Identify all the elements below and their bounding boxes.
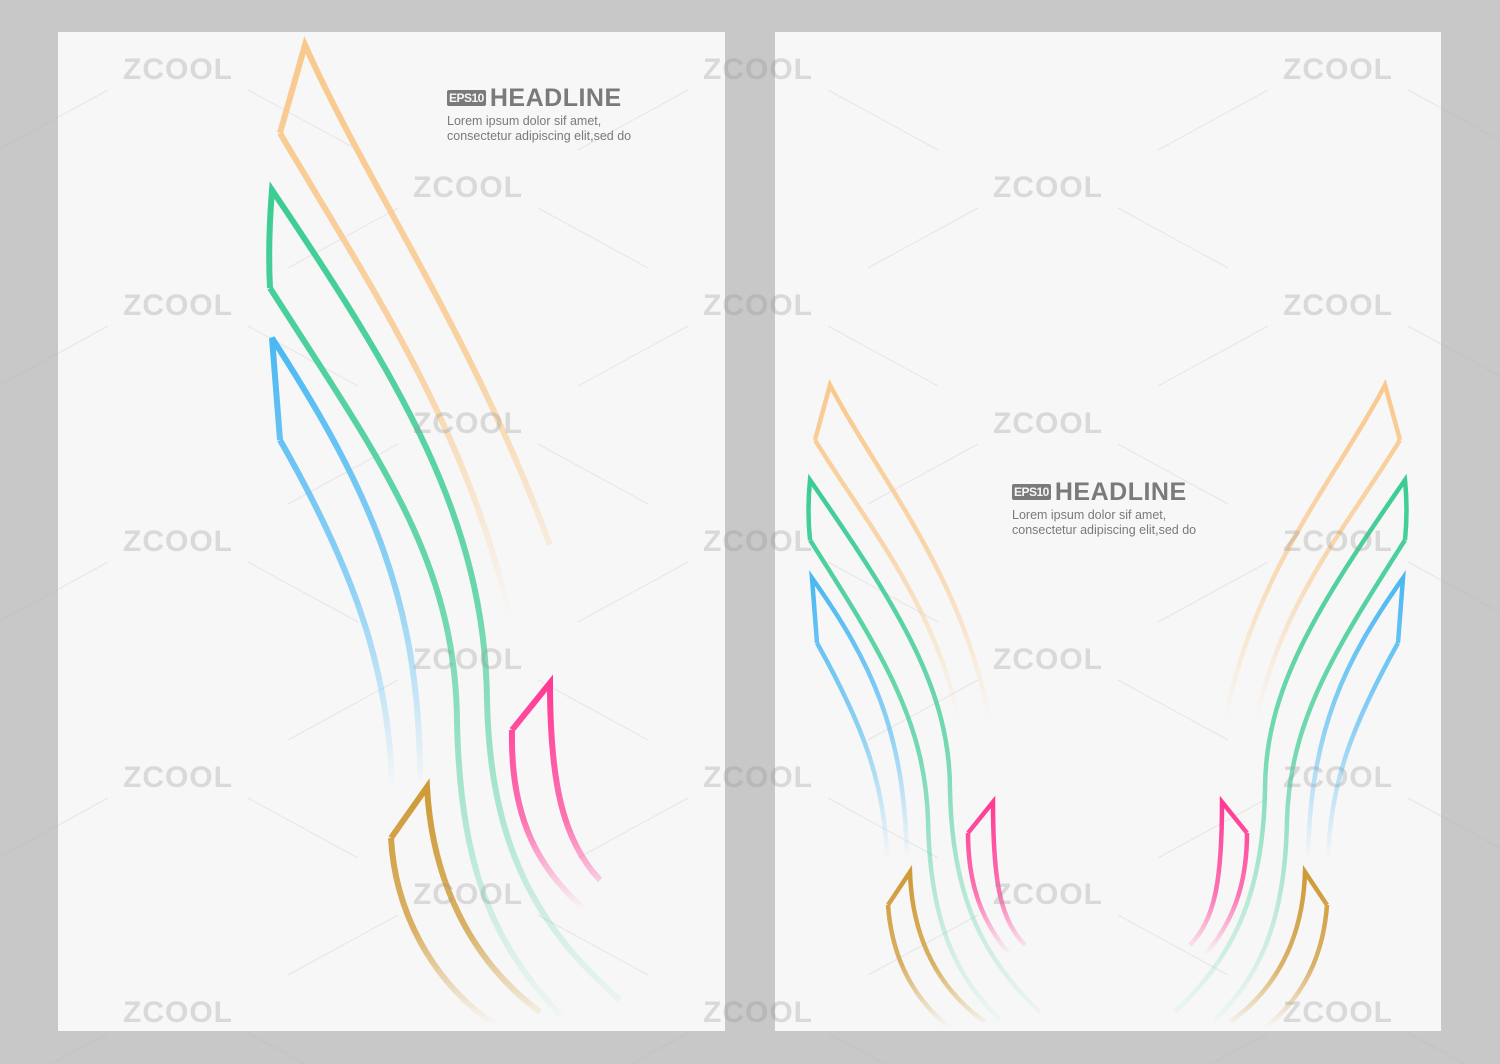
zcool-watermark: ZCOOL [1283,289,1393,322]
headline: HEADLINE [489,84,622,112]
body-text: Lorem ipsum dolor sif amet, consectetur … [1012,508,1196,538]
watermark-line [50,1032,109,1064]
watermark-line [0,561,109,622]
pink-ribbon [965,795,1027,957]
blue-ribbon [269,336,423,791]
watermark-line [1407,797,1500,849]
zcool-watermark: ZCOOL [123,525,233,558]
watermark-line [630,1032,689,1064]
body-line-2: consectetur adipiscing elit,sed do [447,129,632,143]
watermark-line [1407,561,1500,613]
blue-ribbon [809,570,910,861]
zcool-watermark: ZCOOL [123,289,233,322]
watermark-line [537,443,649,505]
orange-ribbon [812,378,993,761]
zcool-watermark: ZCOOL [703,289,813,322]
watermark-line [1407,1032,1466,1064]
right-headline-block: EPS10 HEADLINE Lorem ipsum dolor sif ame… [1012,479,1196,538]
watermark-line [537,207,649,269]
zcool-watermark: ZCOOL [993,643,1103,676]
right-poster [775,32,1441,1031]
watermark-line [1407,89,1500,141]
watermark-line [287,914,399,976]
watermark-line [1157,797,1269,859]
watermark-line [0,325,109,386]
zcool-watermark: ZCOOL [123,996,233,1029]
zcool-watermark: ZCOOL [1283,525,1393,558]
zcool-watermark: ZCOOL [703,525,813,558]
watermark-line [247,89,359,151]
watermark-line [247,325,359,387]
zcool-watermark: ZCOOL [413,171,523,204]
watermark-line [867,207,979,269]
right-ribbons-right [1175,385,1407,1028]
body-text: Lorem ipsum dolor sif amet, consectetur … [447,114,631,144]
left-headline-block: EPS10 HEADLINE Lorem ipsum dolor sif ame… [447,85,631,144]
watermark-line [577,797,689,859]
watermark-line [1157,89,1269,151]
zcool-watermark: ZCOOL [993,878,1103,911]
green-ribbon [806,473,1042,1022]
body-line-1: Lorem ipsum dolor sif amet, [447,114,602,128]
zcool-watermark: ZCOOL [123,761,233,794]
watermark-line [1407,325,1500,377]
watermark-line [0,797,109,858]
watermark-line [1157,561,1269,623]
left-ribbons [266,36,622,1028]
right-ribbons-left [806,378,1042,1030]
watermark-line [577,89,689,151]
watermark-line [827,89,939,151]
watermark-line [1117,443,1229,505]
gold-ribbon [388,778,542,1028]
watermark-line [867,679,979,741]
watermark-line [1157,325,1269,387]
watermark-line [1117,207,1229,269]
zcool-watermark: ZCOOL [1283,761,1393,794]
watermark-line [247,1032,306,1064]
watermark-line [537,679,649,741]
eps-badge: EPS10 [1012,484,1051,500]
orange-ribbon [277,36,553,621]
zcool-watermark: ZCOOL [703,53,813,86]
watermark-line [1210,1032,1269,1064]
zcool-watermark: ZCOOL [703,996,813,1029]
watermark-line [1117,679,1229,741]
zcool-watermark: ZCOOL [123,53,233,86]
zcool-watermark: ZCOOL [1283,53,1393,86]
watermark-line [247,797,359,859]
pink-ribbon [508,674,603,913]
zcool-watermark: ZCOOL [993,171,1103,204]
zcool-watermark: ZCOOL [413,643,523,676]
zcool-watermark: ZCOOL [1283,996,1393,1029]
watermark-line [537,914,649,976]
zcool-watermark: ZCOOL [993,407,1103,440]
watermark-line [247,561,359,623]
zcool-watermark: ZCOOL [413,878,523,911]
watermark-line [827,325,939,387]
watermark-line [867,443,979,505]
watermark-line [577,325,689,387]
body-line-2: consectetur adipiscing elit,sed do [1012,523,1197,537]
watermark-line [1117,914,1229,976]
watermark-line [577,561,689,623]
watermark-line [0,89,109,150]
headline: HEADLINE [1054,478,1187,506]
gold-ribbon [885,864,987,1030]
watermark-line [827,1032,886,1064]
zcool-watermark: ZCOOL [413,407,523,440]
green-ribbon [266,181,622,1018]
body-line-1: Lorem ipsum dolor sif amet, [1012,508,1167,522]
eps-badge: EPS10 [447,90,486,106]
zcool-watermark: ZCOOL [703,761,813,794]
